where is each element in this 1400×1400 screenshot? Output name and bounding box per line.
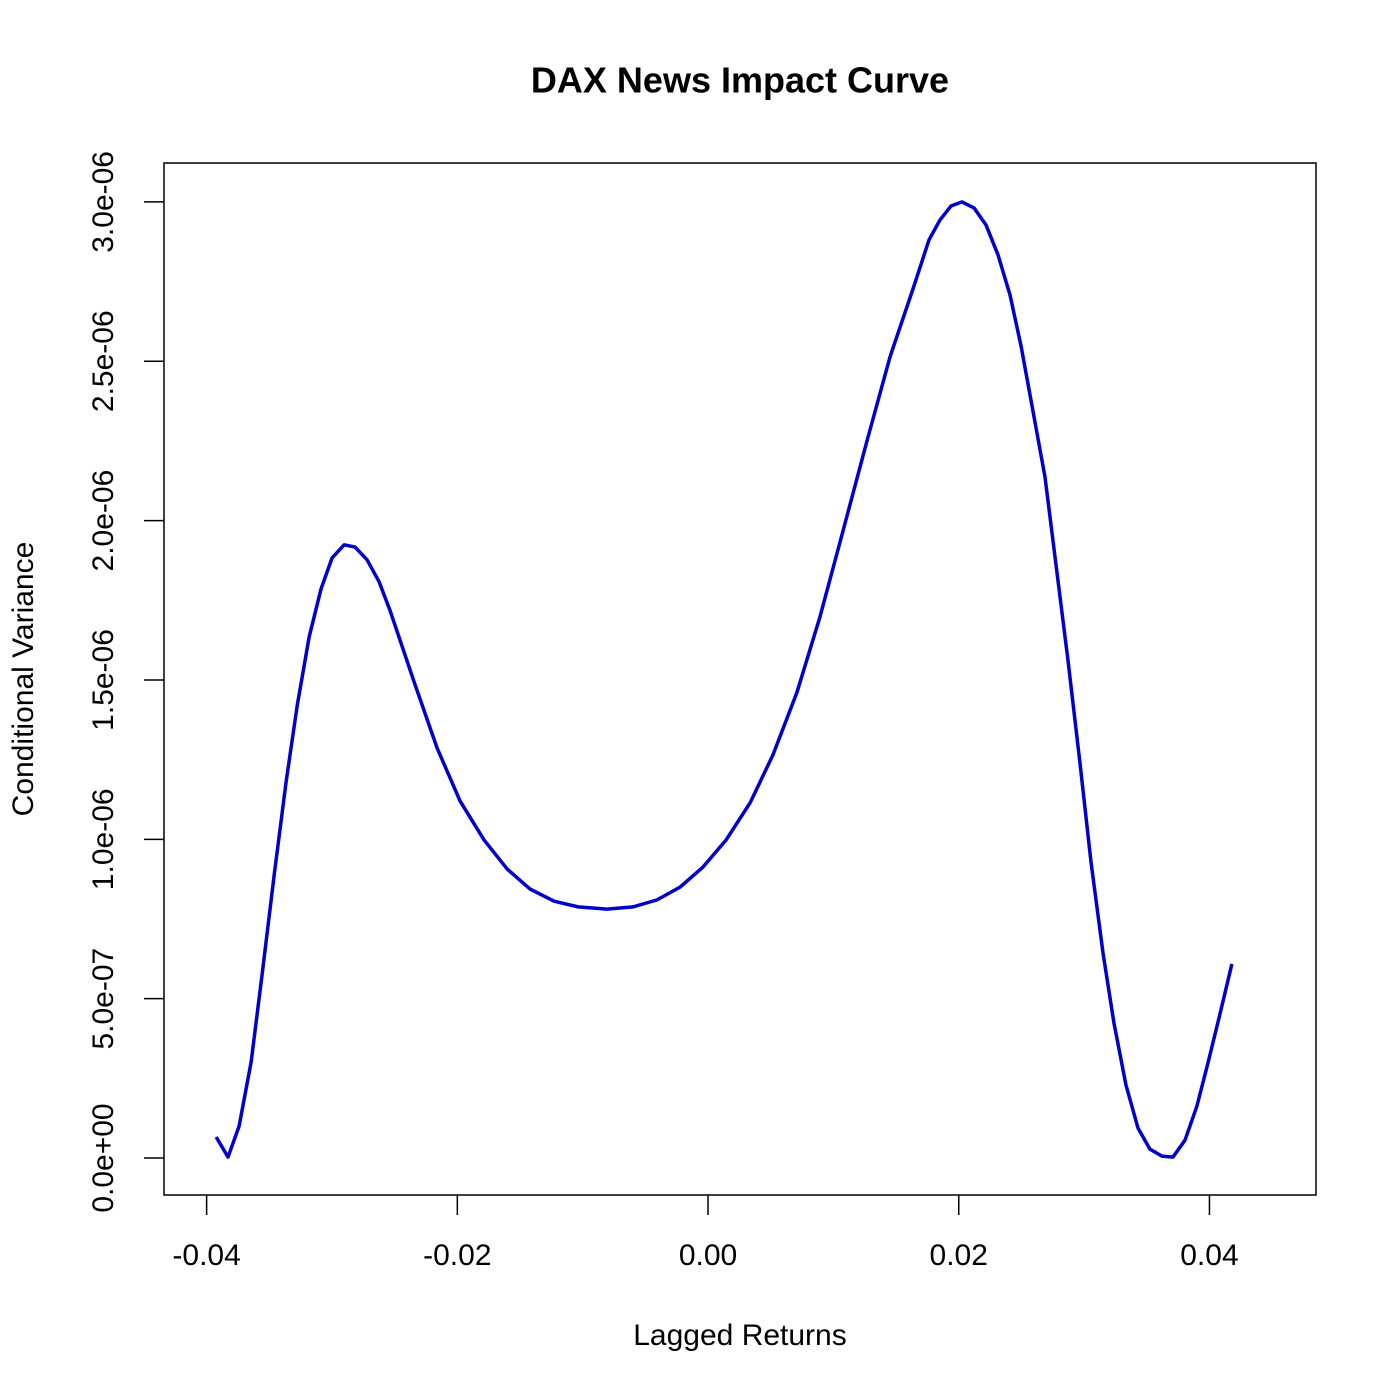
chart-title: DAX News Impact Curve [531,60,949,101]
x-tick-label: -0.04 [172,1239,240,1272]
x-tick-label: 0.02 [930,1239,988,1272]
x-tick-label: 0.00 [679,1239,737,1272]
x-tick-label: 0.04 [1180,1239,1238,1272]
y-tick-label: 3.0e-06 [87,151,120,253]
y-tick-label: 1.5e-06 [87,629,120,731]
line-series [214,200,1234,1159]
x-axis-label: Lagged Returns [633,1319,847,1352]
y-tick-label: 5.0e-07 [87,948,120,1050]
x-tick-label: -0.02 [423,1239,491,1272]
y-tick-label: 2.5e-06 [87,310,120,412]
y-tick-label: 1.0e-06 [87,788,120,890]
y-axis-label: Conditional Variance [7,542,40,817]
plot-frame [163,162,1317,1196]
y-tick-label: 0.0e+00 [87,1103,120,1212]
y-tick-label: 2.0e-06 [87,470,120,572]
